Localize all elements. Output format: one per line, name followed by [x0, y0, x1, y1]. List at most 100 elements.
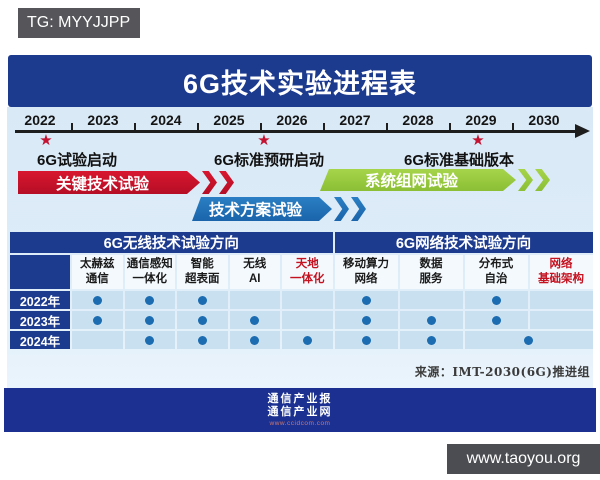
table-cell — [282, 291, 333, 309]
table-cell — [334, 291, 398, 309]
trial-table: 6G无线技术试验方向 6G网络技术试验方向 太赫兹 通信 通信感知 一体化 智能 超表面 无线 A… — [10, 232, 593, 349]
telegram-watermark-text: TG: MYYJJPP — [27, 14, 131, 31]
publisher-url: www.ccidcom.com — [269, 419, 331, 427]
table-cell — [229, 311, 280, 329]
timeline-year-label: 2023 — [87, 112, 119, 128]
column-header-line2: 超表面 — [185, 273, 220, 285]
table-cell — [229, 291, 280, 309]
trial-dot — [145, 335, 155, 345]
column-header-line1: 天地 — [295, 258, 319, 271]
trial-dot — [197, 335, 207, 345]
timeline-tick — [511, 123, 514, 131]
column-header-line2: 通信 — [85, 273, 109, 285]
phase-label: 技术方案试验 — [208, 202, 302, 219]
trial-dot — [250, 335, 260, 345]
timeline-year-label: 2026 — [276, 112, 308, 128]
table-group-header: 6G无线技术试验方向 — [10, 232, 333, 253]
timeline-tick — [70, 123, 73, 131]
table-cell — [334, 311, 398, 329]
trial-dot — [361, 335, 371, 345]
trial-dot — [491, 295, 501, 305]
timeline-tick — [259, 123, 262, 131]
trial-dot — [197, 295, 207, 305]
table-cell — [399, 291, 463, 309]
publisher-logo: 通信产业报 通信产业网 www.ccidcom.com — [268, 393, 333, 426]
phase-label: 关键技术试验 — [55, 175, 149, 193]
phase-label: 系统组网试验 — [364, 173, 458, 190]
table-cell — [464, 311, 528, 329]
table-cell — [177, 311, 228, 329]
phase-chevron-icon — [535, 169, 550, 191]
column-header-line2: 一体化 — [132, 273, 168, 285]
milestone-star-icon: ★ — [39, 132, 53, 149]
timeline-arrow-icon — [575, 124, 590, 138]
table-corner-stub — [10, 255, 70, 289]
table-cell — [72, 291, 123, 309]
column-header-line1: 数据 — [419, 258, 443, 271]
timeline-tick — [133, 123, 136, 131]
milestone-star-icon: ★ — [471, 132, 485, 149]
table-column-header: 移动算力 网络 — [334, 255, 398, 289]
phase-chevron-icon — [518, 169, 533, 191]
milestone-label: 6G标准预研启动 — [213, 152, 325, 169]
table-column-header: 数据 服务 — [399, 255, 463, 289]
table-cell — [124, 291, 175, 309]
column-header-line1: 分布式 — [478, 258, 514, 271]
timeline-tick — [448, 123, 451, 131]
column-header-line2: 自治 — [484, 273, 508, 285]
column-header-line2: AI — [249, 273, 261, 285]
timeline-year-label: 2027 — [339, 112, 371, 128]
source-attribution: 来源：IMT-2030(6G)推进组 — [414, 365, 590, 379]
timeline-year-label: 2025 — [213, 112, 245, 128]
phase-arrow: 关键技术试验 — [18, 171, 234, 194]
phase-chevron-icon — [219, 171, 234, 194]
phase-arrow-bar: 关键技术试验 — [18, 171, 200, 194]
table-cell — [529, 311, 593, 329]
table-cell — [124, 331, 175, 349]
phase-chevron-icon — [351, 197, 366, 221]
trial-dot — [92, 295, 102, 305]
table-cell — [177, 331, 228, 349]
table-column-header: 天地 一体化 — [282, 255, 333, 289]
table-column-header: 太赫兹 通信 — [72, 255, 123, 289]
trial-dot — [302, 335, 312, 345]
timeline-year-label: 2024 — [150, 112, 182, 128]
trial-dot — [250, 315, 260, 325]
trial-dot — [361, 315, 371, 325]
trial-dot — [426, 335, 436, 345]
table-cell — [464, 291, 528, 309]
publisher-footer-bar: 通信产业报 通信产业网 www.ccidcom.com — [4, 388, 596, 432]
milestone-star-icon: ★ — [257, 132, 271, 149]
table-cell — [72, 331, 123, 349]
publisher-name-line1: 通信产业报 — [267, 393, 333, 406]
table-cell — [177, 291, 228, 309]
trial-dot — [145, 295, 155, 305]
table-cell — [282, 331, 333, 349]
milestone-label: 6G标准基础版本 — [403, 152, 515, 169]
column-header-line1: 网络 — [549, 258, 573, 271]
chart-title: 6G技术实验进程表 — [182, 68, 418, 99]
table-column-header: 通信感知 一体化 — [124, 255, 175, 289]
column-header-line1: 无线 — [243, 258, 267, 271]
table-cell — [464, 331, 593, 349]
phase-arrow: 系统组网试验 — [320, 169, 550, 191]
table-row-label: 2024年 — [10, 331, 70, 349]
column-header-line1: 移动算力 — [343, 258, 389, 271]
table-cell — [72, 311, 123, 329]
column-header-line1: 通信感知 — [126, 258, 173, 271]
table-row-label: 2023年 — [10, 311, 70, 329]
timeline-tick — [385, 123, 388, 131]
timeline-year-label: 2028 — [402, 112, 434, 128]
table-cell — [124, 311, 175, 329]
trial-dot — [491, 315, 501, 325]
phase-arrow: 技术方案试验 — [192, 197, 366, 221]
chart-title-bar: 6G技术实验进程表 — [8, 55, 592, 107]
phase-arrow-bar: 技术方案试验 — [192, 197, 332, 221]
table-cell — [334, 331, 398, 349]
milestone-label: 6G试验启动 — [36, 152, 118, 169]
table-column-header: 网络 基础架构 — [529, 255, 593, 289]
timeline-tick — [322, 123, 325, 131]
table-row-label: 2022年 — [10, 291, 70, 309]
column-header-line1: 智能 — [190, 258, 214, 271]
site-watermark-text: www.taoyou.org — [466, 450, 581, 467]
